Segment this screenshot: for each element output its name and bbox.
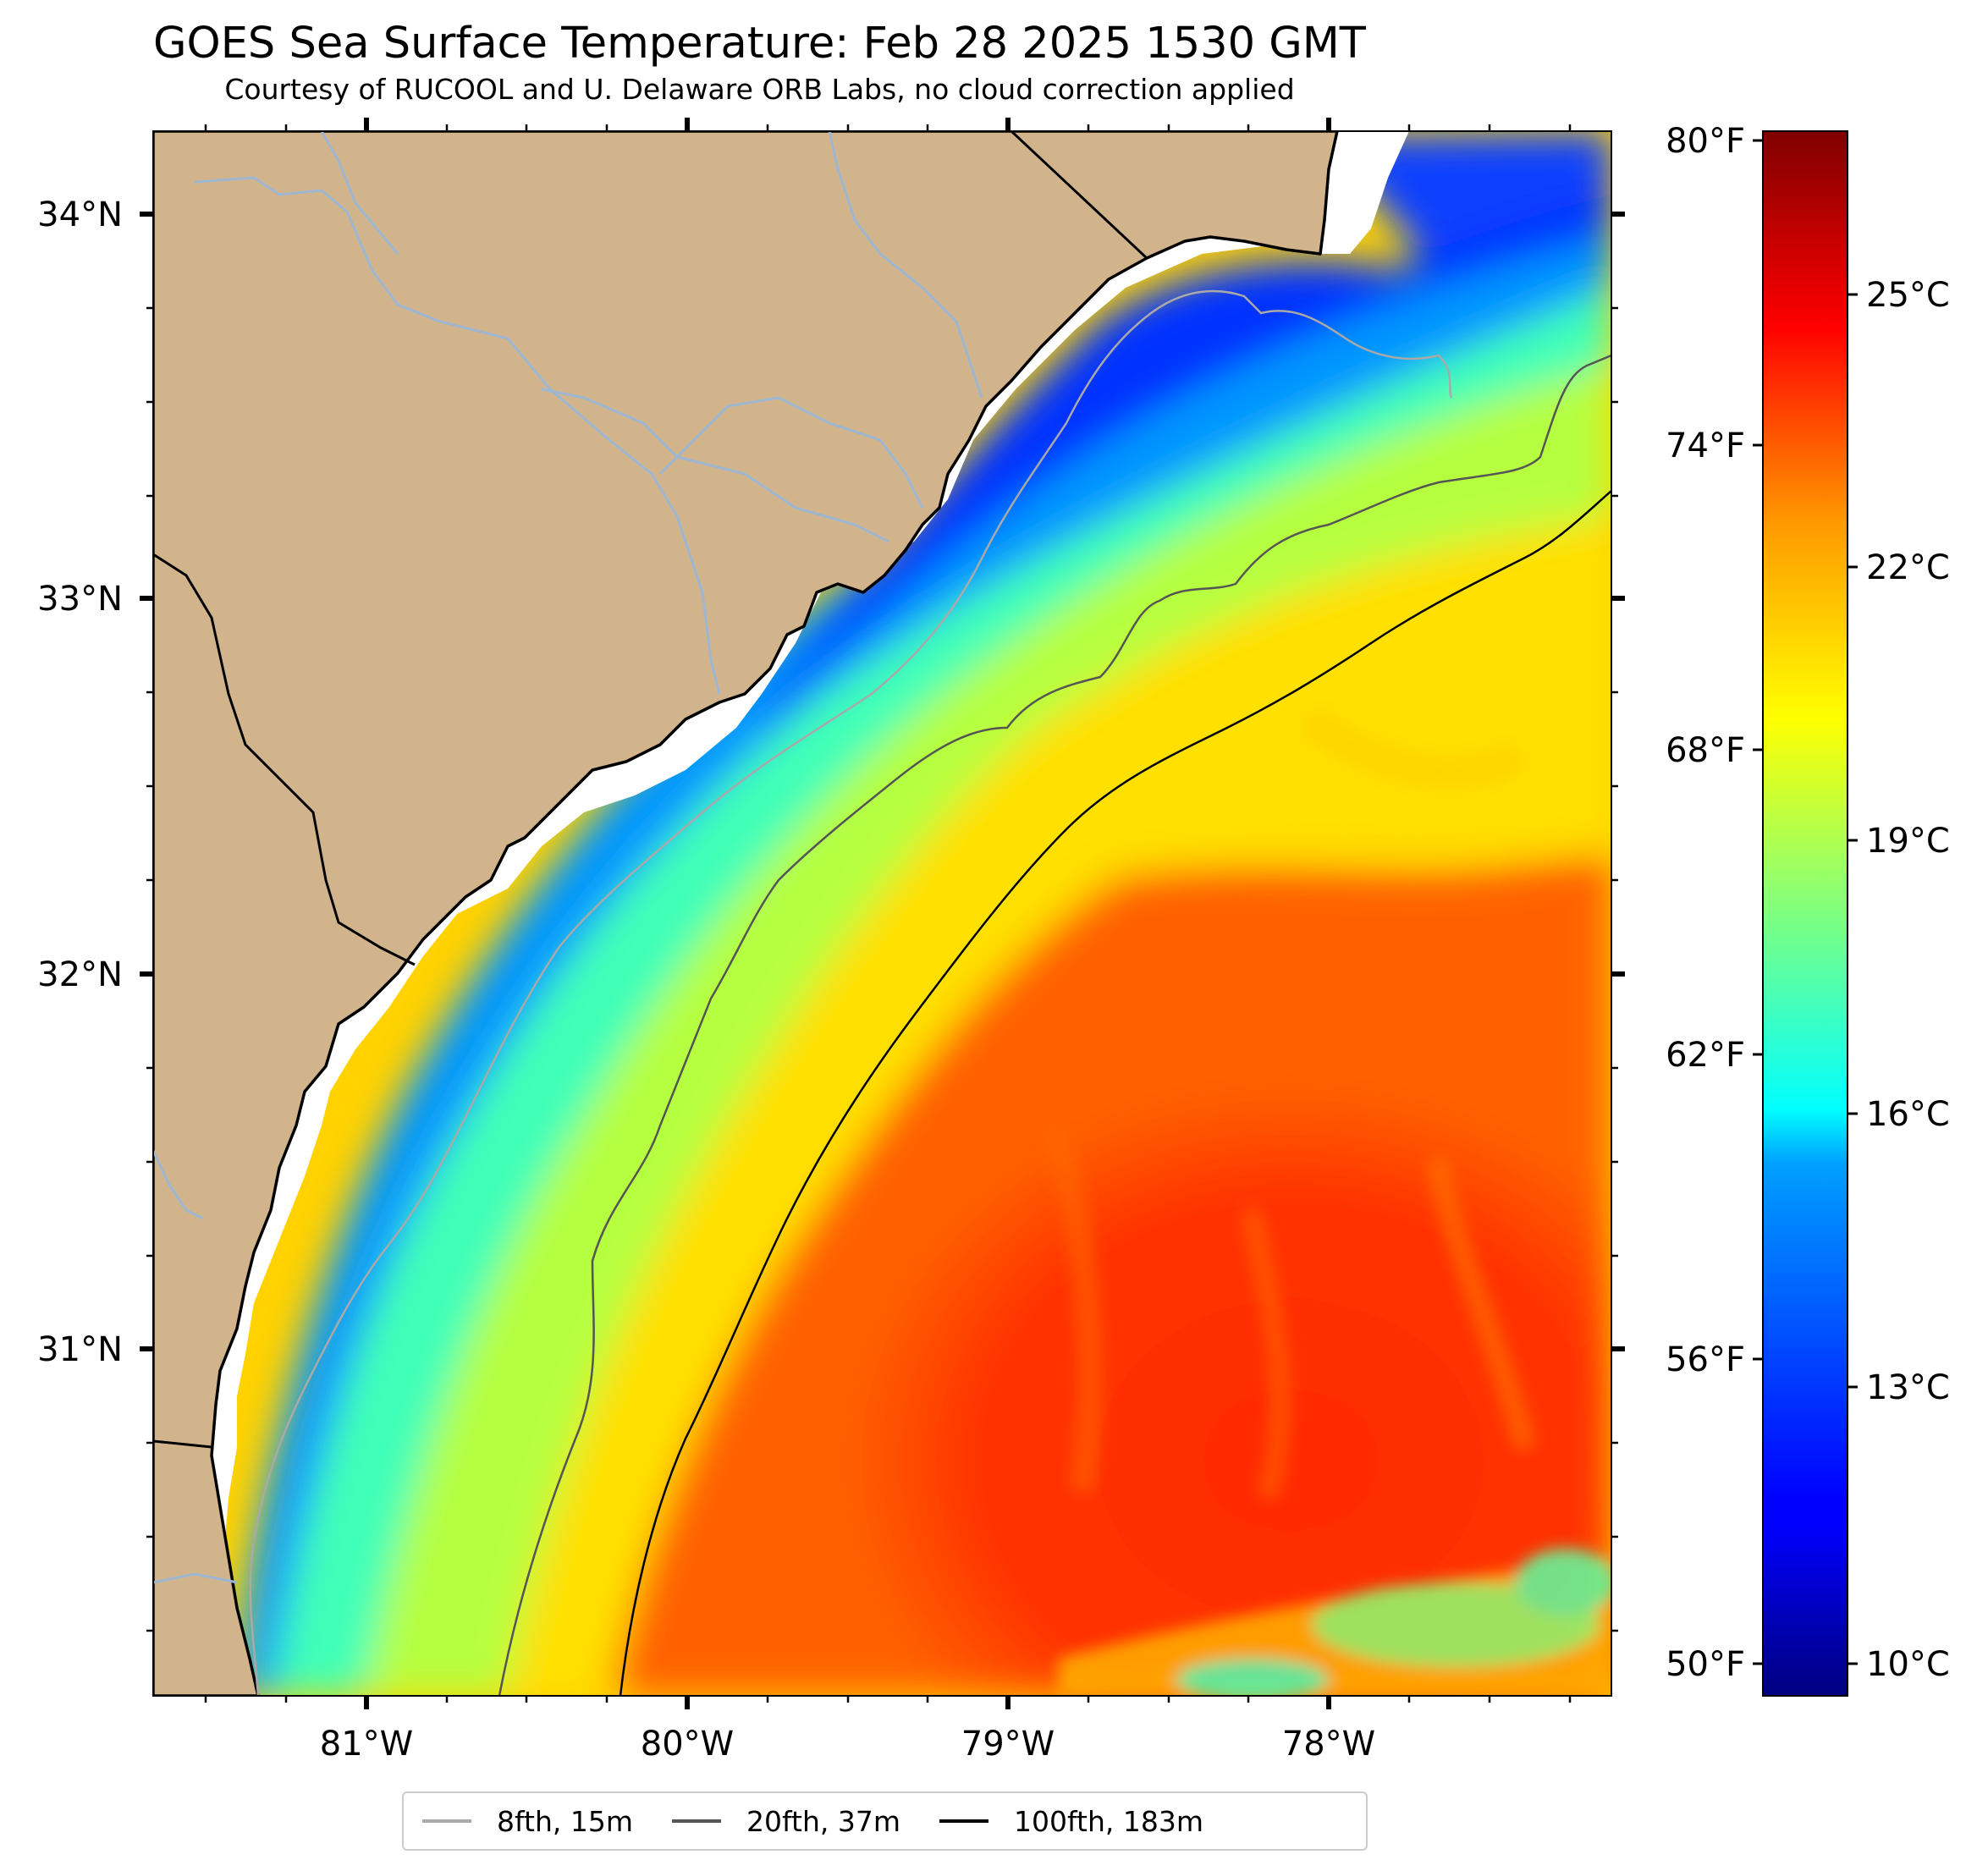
lat-label-34: 34°N	[37, 195, 123, 234]
major-ticks	[140, 118, 1625, 1709]
cbar-f-label-56: 56°F	[1666, 1340, 1745, 1379]
map-title: GOES Sea Surface Temperature: Feb 28 202…	[153, 19, 1366, 69]
legend-line-black	[939, 1819, 989, 1823]
cbar-c-label-25: 25°C	[1866, 276, 1950, 315]
cbar-f-label-50: 50°F	[1666, 1645, 1745, 1684]
cbar-c-label-10: 10°C	[1866, 1645, 1950, 1684]
map-subtitle: Courtesy of RUCOOL and U. Delaware ORB L…	[224, 73, 1295, 106]
isobath-183m	[619, 490, 1611, 1696]
lat-label-33: 33°N	[37, 580, 123, 619]
state-border-sc-ga	[153, 553, 416, 966]
cbar-c-label-16: 16°C	[1866, 1095, 1950, 1134]
minor-ticks	[146, 124, 1618, 1703]
colorbar-ticks-c	[1848, 293, 1858, 1665]
isobaths	[249, 289, 1611, 1696]
land	[153, 131, 1409, 1696]
cbar-f-label-80: 80°F	[1666, 122, 1745, 161]
legend-item-15m: 8fth, 15m	[422, 1805, 633, 1838]
colorbar	[1762, 130, 1848, 1697]
lon-label-81: 81°W	[320, 1725, 413, 1764]
legend-label-37m: 20fth, 37m	[746, 1804, 901, 1838]
state-border-nc-sc	[1010, 131, 1148, 260]
isobath-legend: 8fth, 15m 20fth, 37m 100fth, 183m	[402, 1791, 1368, 1851]
cbar-f-label-68: 68°F	[1666, 731, 1745, 770]
legend-line-light-gray	[422, 1819, 471, 1823]
cbar-c-label-22: 22°C	[1866, 548, 1950, 587]
legend-item-183m: 100fth, 183m	[939, 1805, 1203, 1838]
cbar-c-label-13: 13°C	[1866, 1368, 1950, 1407]
legend-line-dark-gray	[672, 1819, 722, 1823]
isobath-37m	[498, 354, 1611, 1696]
lon-label-80: 80°W	[641, 1725, 734, 1764]
lon-label-79: 79°W	[961, 1725, 1055, 1764]
land-mass	[153, 131, 1339, 1696]
colorbar-ticks-f	[1753, 139, 1763, 1665]
isobath-15m	[249, 289, 1453, 1696]
legend-item-37m: 20fth, 37m	[672, 1805, 900, 1838]
lat-label-32: 32°N	[37, 955, 123, 994]
state-border-ga-fl	[153, 1439, 212, 1449]
rivers	[153, 131, 983, 1584]
lon-label-78: 78°W	[1282, 1725, 1375, 1764]
legend-label-183m: 100fth, 183m	[1014, 1804, 1204, 1838]
map-frame	[152, 130, 1612, 1697]
cbar-f-label-62: 62°F	[1666, 1036, 1745, 1075]
cbar-c-label-19: 19°C	[1866, 822, 1950, 861]
cbar-f-label-74: 74°F	[1666, 426, 1745, 465]
lat-label-31: 31°N	[37, 1330, 123, 1369]
legend-label-15m: 8fth, 15m	[497, 1804, 634, 1838]
